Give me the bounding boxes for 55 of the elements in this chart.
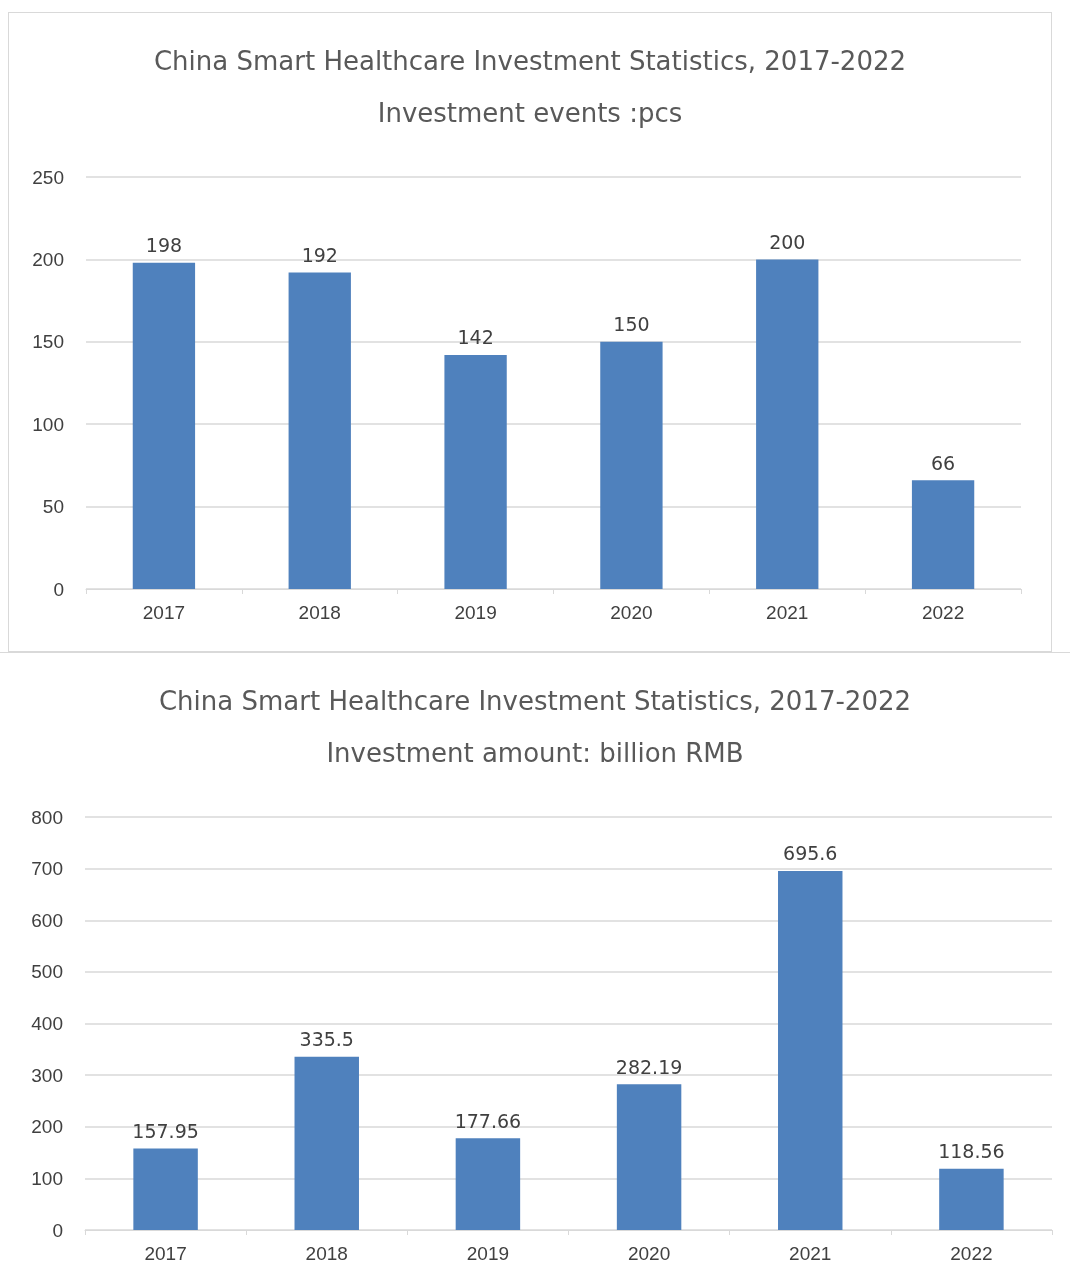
bar bbox=[455, 1138, 521, 1230]
x-tick-label: 2017 bbox=[144, 1243, 187, 1264]
bar bbox=[132, 262, 196, 589]
y-tick-label: 800 bbox=[31, 806, 63, 828]
data-label: 695.6 bbox=[783, 842, 838, 865]
y-tick-label: 300 bbox=[31, 1064, 63, 1086]
y-tick-label: 0 bbox=[53, 578, 64, 600]
data-label: 66 bbox=[930, 451, 956, 474]
x-tick-label: 2022 bbox=[921, 602, 965, 623]
data-label: 118.56 bbox=[938, 1140, 1005, 1163]
data-label: 335.5 bbox=[299, 1028, 354, 1051]
x-tick-label: 2019 bbox=[454, 602, 497, 623]
bar bbox=[778, 870, 843, 1230]
y-tick-label: 0 bbox=[52, 1219, 63, 1241]
bar bbox=[600, 341, 663, 589]
bar bbox=[444, 354, 507, 589]
x-tick-label: 2022 bbox=[950, 1243, 993, 1264]
y-tick-label: 100 bbox=[32, 413, 64, 435]
chart-title: China Smart Healthcare Investment Statistics, 2017-2022 bbox=[153, 46, 907, 76]
bar bbox=[616, 1084, 682, 1230]
x-tick-label: 2019 bbox=[466, 1243, 510, 1264]
data-label: 177.66 bbox=[454, 1109, 522, 1132]
bar bbox=[133, 1148, 198, 1230]
y-tick-label: 200 bbox=[32, 248, 64, 270]
data-label: 198 bbox=[145, 234, 183, 257]
chart-subtitle: Investment amount: billion RMB bbox=[326, 738, 744, 768]
y-tick-label: 100 bbox=[31, 1167, 63, 1189]
x-tick-label: 2021 bbox=[766, 602, 809, 623]
chart-subtitle: Investment events :pcs bbox=[377, 98, 683, 128]
y-tick-label: 50 bbox=[42, 496, 64, 518]
data-label: 157.95 bbox=[132, 1119, 199, 1142]
data-label: 192 bbox=[301, 244, 338, 267]
y-tick-label: 400 bbox=[31, 1013, 63, 1034]
x-tick-label: 2018 bbox=[298, 602, 341, 623]
y-tick-label: 700 bbox=[31, 858, 63, 880]
data-label: 150 bbox=[613, 313, 650, 336]
data-label: 282.19 bbox=[615, 1055, 683, 1078]
data-label: 200 bbox=[769, 230, 806, 253]
x-tick-label: 2017 bbox=[142, 602, 186, 623]
bar bbox=[294, 1056, 359, 1230]
x-tick-label: 2021 bbox=[789, 1243, 832, 1264]
bar bbox=[939, 1168, 1004, 1230]
x-tick-label: 2020 bbox=[627, 1243, 671, 1264]
data-label: 142 bbox=[457, 326, 494, 349]
y-tick-label: 500 bbox=[31, 961, 63, 983]
bar bbox=[756, 259, 819, 589]
bar bbox=[911, 480, 975, 589]
y-tick-label: 250 bbox=[32, 166, 64, 188]
y-tick-label: 200 bbox=[31, 1116, 63, 1138]
x-tick-label: 2018 bbox=[305, 1243, 348, 1264]
y-tick-label: 600 bbox=[31, 909, 63, 931]
y-tick-label: 150 bbox=[32, 331, 64, 353]
bar bbox=[288, 272, 351, 589]
x-tick-label: 2020 bbox=[610, 602, 653, 623]
chart-title: China Smart Healthcare Investment Statistics, 2017-2022 bbox=[158, 686, 912, 716]
